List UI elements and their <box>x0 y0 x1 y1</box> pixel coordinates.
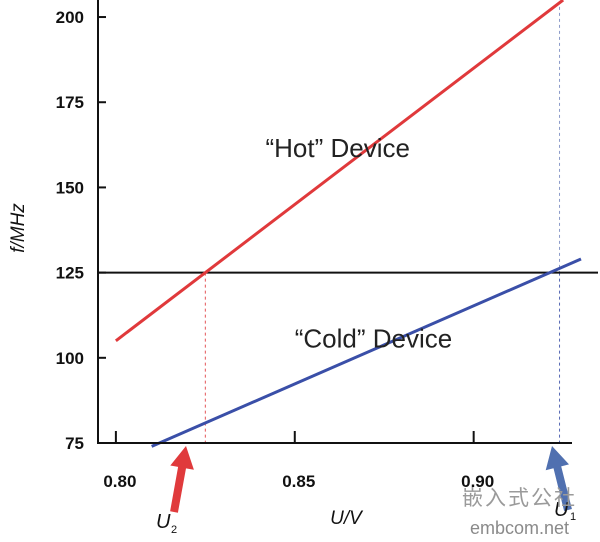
hot-device-annotation: “Hot” Device <box>265 133 409 163</box>
marker-label-u2: U <box>156 511 171 533</box>
x-tick-label-0: 0.80 <box>103 472 136 491</box>
y-tick-label-100: 100 <box>56 349 84 368</box>
x-tick-label-1: 0.85 <box>282 472 315 491</box>
marker-sub-u2: 2 <box>171 524 177 536</box>
annotations: “Hot” Device “Cold” Device <box>265 133 452 354</box>
y-axis-label: f/MHz <box>8 203 29 253</box>
y-tick-label-150: 150 <box>56 178 84 197</box>
series-line-hot <box>114 0 565 342</box>
marker-arrow-U2 <box>170 446 194 513</box>
voltage-markers: U 2U 1 <box>156 446 576 536</box>
watermark-cn-text: 嵌入式公社 <box>462 486 577 510</box>
y-tick-label-175: 175 <box>56 93 84 112</box>
x-tick-label-2: 0.90 <box>461 472 494 491</box>
y-tick-label-125: 125 <box>56 264 84 283</box>
y-tick-label-200: 200 <box>56 8 84 27</box>
axis-labels: U/V f/MHz <box>8 203 364 529</box>
marker-sub-u1: 1 <box>570 511 576 523</box>
plot-area <box>98 0 598 448</box>
x-axis-label: U/V <box>330 508 364 529</box>
watermark: 嵌入式公社 embcom.net <box>462 486 577 538</box>
marker-arrow-U1 <box>545 446 572 511</box>
axes: 75 100 125 150 175 200 0.80 0.85 0.90 <box>56 0 572 491</box>
marker-label-u1: U <box>554 499 569 521</box>
series-line-cold <box>151 257 582 448</box>
watermark-en-text: embcom.net <box>470 518 569 538</box>
cold-device-annotation: “Cold” Device <box>295 324 453 354</box>
y-tick-label-75: 75 <box>65 434 84 453</box>
